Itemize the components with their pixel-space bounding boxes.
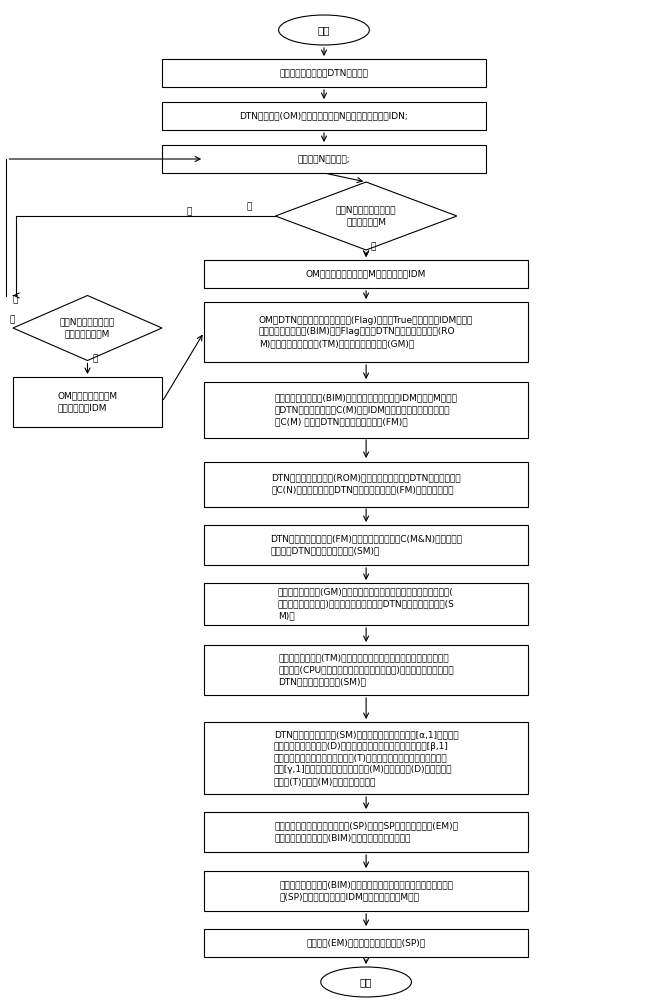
Text: 执行模块(EM)执行接收到的路由方案(SP)。: 执行模块(EM)执行接收到的路由方案(SP)。: [307, 938, 426, 948]
Text: 否: 否: [187, 208, 192, 217]
Text: DTN路由方法获取模块(ROM)获取该设备所支持的DTN路由方法的集
合C(N)，并将其发送至DTN路由方法过滤模块(FM)中的匹配模块。: DTN路由方法获取模块(ROM)获取该设备所支持的DTN路由方法的集 合C(N)…: [272, 474, 461, 494]
Bar: [204, 462, 528, 506]
Text: 筛选模块筛选出最佳的路由方案(SP)，并将SP发送至执行模块(EM)以
及设备间信息交互模块(BIM)中的设备间信息发送接口: 筛选模块筛选出最佳的路由方案(SP)，并将SP发送至执行模块(EM)以 及设备间…: [274, 822, 458, 842]
Bar: [204, 382, 528, 438]
Text: 是: 是: [371, 242, 376, 251]
Text: OM将DTN路由功能的状态标志位(Flag)设置为True，将搜索到IDM发送至
设备间信息交互模块(BIM)，将Flag发送至DTN路由方法获取模块(RO
M: OM将DTN路由功能的状态标志位(Flag)设置为True，将搜索到IDM发送至…: [259, 316, 473, 348]
Bar: [204, 525, 528, 565]
Text: DTN路由方案选择模块(SM)将用户需求的匹配概率在[α,1]的路由方
法存储于需求匹配列表(D)中；设备处理器空闲值的匹配概率在[β,1]
的路由方法存储于处: DTN路由方案选择模块(SM)将用户需求的匹配概率在[α,1]的路由方 法存储于…: [274, 730, 458, 786]
Bar: [204, 812, 528, 852]
Text: 开始: 开始: [318, 25, 330, 35]
Ellipse shape: [321, 967, 411, 997]
Bar: [162, 59, 486, 87]
Bar: [204, 722, 528, 794]
Ellipse shape: [279, 15, 369, 45]
Bar: [204, 583, 528, 625]
Bar: [204, 260, 528, 288]
Text: 结束: 结束: [360, 977, 373, 987]
Text: OM获得距离最近的设备M的设备标识符IDM: OM获得距离最近的设备M的设备标识符IDM: [306, 269, 426, 278]
Text: DTN路由方法过滤模块(FM)筛选出共同方法集合C(M&N)，并将其发
送发送至DTN路由方案选择模块(SM)。: DTN路由方法过滤模块(FM)筛选出共同方法集合C(M&N)，并将其发 送发送至…: [270, 535, 462, 555]
Bar: [204, 871, 528, 911]
Text: 设备资源感知模块(TM)获取该设备资源的情况，将资源情况解析为资
源二元组(CPU处理器空闲值、存储器的空闲值)，并将该二元组发送至
DTN路由方案选择模块(S: 设备资源感知模块(TM)获取该设备资源的情况，将资源情况解析为资 源二元组(CP…: [278, 654, 454, 686]
Text: 设备N的通信范围内是否
存在多个设备M: 设备N的通信范围内是否 存在多个设备M: [336, 206, 397, 226]
Text: 用户提交开启指令至DTN开启模块: 用户提交开启指令至DTN开启模块: [279, 68, 369, 78]
Text: OM将直接获得设备M
的设备标识符IDM: OM将直接获得设备M 的设备标识符IDM: [58, 392, 117, 412]
Text: 是: 是: [93, 355, 98, 363]
Bar: [204, 929, 528, 957]
Polygon shape: [275, 182, 457, 250]
Polygon shape: [13, 296, 162, 360]
Text: 否: 否: [13, 296, 18, 304]
Bar: [13, 377, 162, 427]
Bar: [162, 102, 486, 130]
Bar: [162, 145, 486, 173]
Text: 否: 否: [10, 316, 15, 324]
Bar: [204, 302, 528, 362]
Text: 用户需求收集模块(GM)收集用户需求，将用户需求解析为需求二元组(
需求名称，需求内容)，并将该二元组发送至DTN路由方案选择模块(S
M)。: 用户需求收集模块(GM)收集用户需求，将用户需求解析为需求二元组( 需求名称，需…: [278, 588, 454, 620]
Text: 否: 否: [247, 202, 252, 211]
Text: DTN开启模块(OM)为手持移动设备N的设置设备标志符IDN;: DTN开启模块(OM)为手持移动设备N的设置设备标志符IDN;: [240, 111, 408, 120]
Text: 设备间信息交互模块(BIM)中的设备间信息发送接口将接收到的路由方
案(SP)发送至设备标志为IDM的手持移动设备M中。: 设备间信息交互模块(BIM)中的设备间信息发送接口将接收到的路由方 案(SP)发…: [279, 881, 453, 901]
Text: 搜索设备N通信范围;: 搜索设备N通信范围;: [297, 154, 351, 163]
Text: 设备N的通信范围内是
否存在一个设备M: 设备N的通信范围内是 否存在一个设备M: [60, 318, 115, 338]
Bar: [204, 645, 528, 695]
Text: 设备间信息交互模块(BIM)接收来自设备标识符为IDM的设备M所支持
的DTN路由方法的集合C(M)，将IDM发送至设备间信息发送接，
将C(M) 发送至DTN: 设备间信息交互模块(BIM)接收来自设备标识符为IDM的设备M所支持 的DTN路…: [275, 394, 457, 426]
